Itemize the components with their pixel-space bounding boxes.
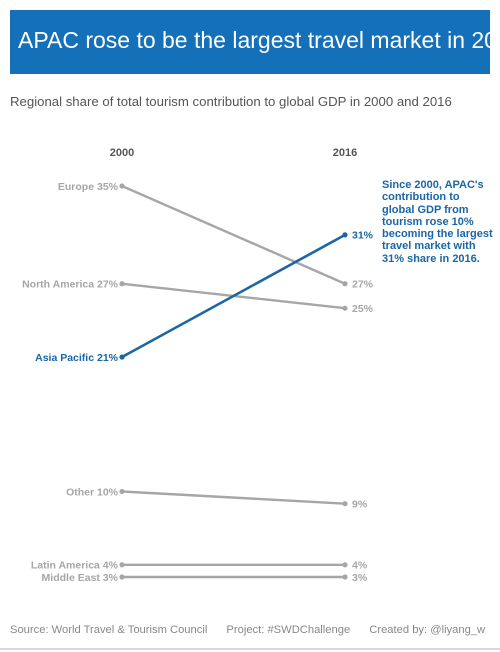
label-2016-latin-america: 4% — [352, 560, 368, 572]
point-2016-north-america — [342, 305, 348, 311]
label-2000-asia-pacific: Asia Pacific 21% — [35, 352, 119, 364]
footer-source: Source: World Travel & Tourism Council — [10, 624, 208, 636]
point-2000-other — [119, 488, 125, 495]
label-2016-north-america: 25% — [352, 303, 374, 315]
column-header-2000: 2000 — [110, 147, 134, 159]
point-2016-middle-east — [342, 574, 348, 580]
label-2016-europe: 27% — [352, 279, 374, 291]
annotation-callout: Since 2000, APAC's contribution to globa… — [382, 179, 493, 265]
chart-subtitle: Regional share of total tourism contribu… — [10, 94, 452, 109]
point-2000-latin-america — [119, 562, 125, 568]
point-2000-middle-east — [119, 574, 125, 580]
label-2016-asia-pacific: 31% — [352, 230, 374, 242]
point-2016-latin-america — [342, 562, 348, 568]
point-2016-asia-pacific — [342, 232, 348, 238]
footer: Source: World Travel & Tourism Council P… — [10, 624, 485, 636]
series-line-europe — [120, 184, 347, 285]
point-2000-asia-pacific — [119, 354, 125, 360]
chart-title: APAC rose to be the largest travel marke… — [18, 27, 500, 53]
label-2000-north-america: North America 27% — [22, 279, 119, 291]
footer-project: Project: #SWDChallenge — [226, 624, 351, 636]
label-2000-other: Other 10% — [66, 486, 119, 498]
column-header-2016: 2016 — [333, 147, 357, 159]
bottom-divider — [0, 648, 500, 650]
label-2000-latin-america: Latin America 4% — [31, 560, 119, 572]
point-2016-europe — [342, 281, 348, 287]
point-2000-north-america — [119, 281, 125, 287]
label-2000-middle-east: Middle East 3% — [42, 572, 119, 584]
footer-credit: Created by: @liyang_w — [369, 624, 486, 636]
series-line-asia-pacific — [120, 233, 347, 359]
label-2000-europe: Europe 35% — [58, 181, 119, 193]
point-2000-europe — [119, 183, 125, 189]
point-2016-other — [342, 501, 348, 507]
label-2016-middle-east: 3% — [352, 572, 368, 584]
series-line-other — [120, 490, 347, 505]
label-2016-other: 9% — [352, 498, 368, 510]
title-banner: APAC rose to be the largest travel marke… — [10, 10, 500, 74]
